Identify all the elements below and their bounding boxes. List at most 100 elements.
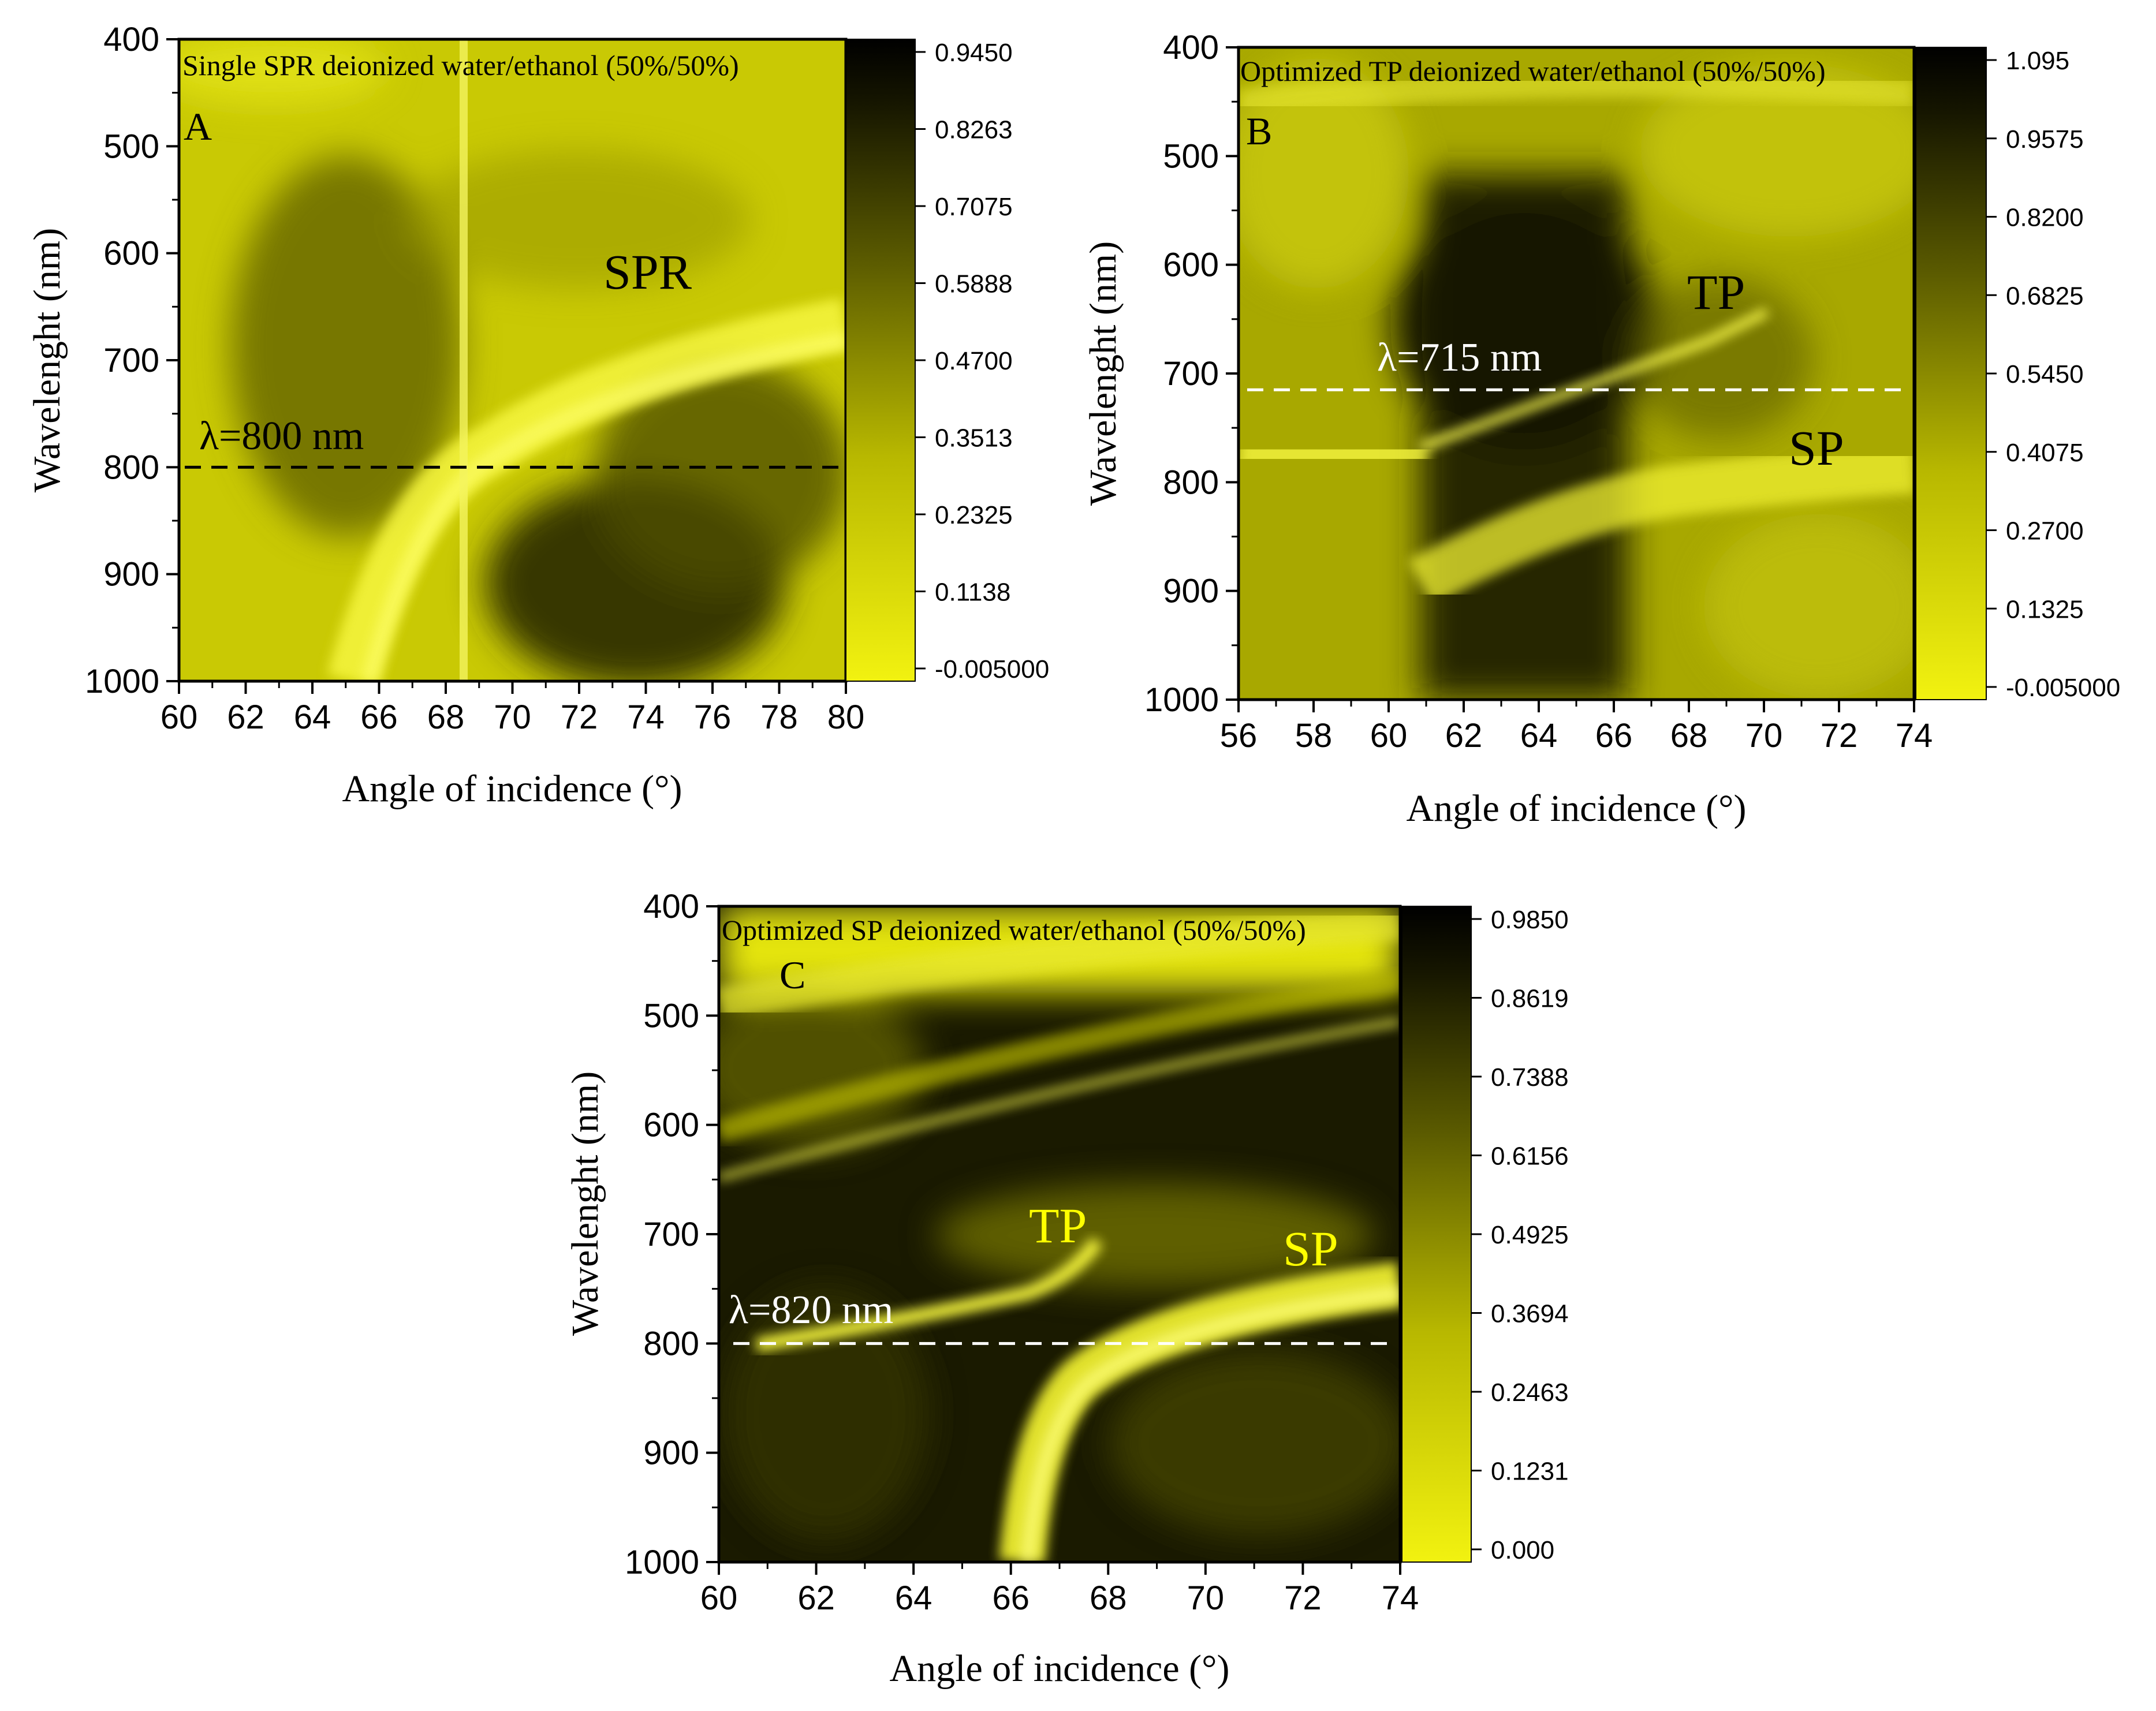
panel-b: Optimized TP deionized water/ethanol (50… <box>1082 29 2120 830</box>
panel-a-colorbar-tick-label: 0.5888 <box>935 270 1013 298</box>
panel-a-y-tick-label: 500 <box>103 128 159 165</box>
panel-a-y-tick-label: 900 <box>103 556 159 593</box>
panel-b-y-tick-label: 400 <box>1163 29 1219 66</box>
panel-a-x-tick-label: 70 <box>494 698 531 736</box>
panel-b-y-tick-label: 1000 <box>1144 681 1219 719</box>
panel-a-x-tick-label: 72 <box>561 698 598 736</box>
panel-c-y-tick-label: 500 <box>643 997 699 1034</box>
panel-b-colorbar-tick-label: 0.2700 <box>2006 517 2084 546</box>
panel-c-y-tick-label: 900 <box>643 1434 699 1472</box>
panel-c-colorbar-tick-label: 0.1231 <box>1491 1458 1569 1486</box>
panel-b-colorbar-tick-label: 0.1325 <box>2006 595 2084 623</box>
panel-c-x-tick-label: 66 <box>992 1579 1029 1617</box>
panel-b-y-tick-label: 900 <box>1163 573 1219 610</box>
panel-a-annotation-spr: SPR <box>603 244 692 300</box>
panel-c-colorbar-tick-label: 0.000 <box>1491 1536 1554 1564</box>
panel-a-x-tick-label: 60 <box>161 698 198 736</box>
panel-a-colorbar <box>845 39 916 682</box>
panel-b-x-tick-label: 70 <box>1745 717 1783 754</box>
panel-c-tp-band <box>755 1237 1103 1352</box>
panel-b-annotation-sp: SP <box>1789 420 1844 476</box>
panel-b-x-tick-label: 64 <box>1520 717 1558 754</box>
panel-b-colorbar-tick-label: 0.9575 <box>2006 125 2084 154</box>
panel-a-y-tick-label: 700 <box>103 342 159 379</box>
panel-b-y-tick-label: 500 <box>1163 137 1219 175</box>
panel-b-y-tick-label: 600 <box>1163 246 1219 284</box>
panel-c-x-tick-label: 72 <box>1284 1579 1322 1617</box>
panel-a-x-tick-label: 78 <box>760 698 798 736</box>
panel-a-y-tick-label: 600 <box>103 235 159 272</box>
panel-c-title: Optimized SP deionized water/ethanol (50… <box>722 914 1306 946</box>
panel-b-colorbar-tick-label: 0.6825 <box>2006 282 2084 310</box>
panel-a-ylabel: Wavelenght (nm) <box>26 228 68 492</box>
panel-a-y-tick-label: 800 <box>103 449 159 486</box>
panel-a: Single SPR deionized water/ethanol (50%/… <box>26 21 1049 810</box>
panel-b-ylabel: Wavelenght (nm) <box>1082 241 1124 506</box>
panel-c-colorbar-tick-label: 0.4925 <box>1491 1221 1569 1249</box>
panel-a-x-tick-label: 64 <box>294 698 331 736</box>
panel-a-colorbar-tick-label: 0.2325 <box>935 501 1013 529</box>
panel-b-x-tick-label: 66 <box>1595 717 1633 754</box>
panel-b-colorbar-tick-label: 0.5450 <box>2006 360 2084 388</box>
panel-b-sp-band <box>1408 442 1914 606</box>
panel-a-colorbar-tick-label: -0.005000 <box>935 655 1049 683</box>
panel-b-colorbar-tick-label: -0.005000 <box>2006 674 2120 702</box>
panel-a-xlabel: Angle of incidence (°) <box>342 768 682 810</box>
panel-c-y-tick-label: 800 <box>643 1325 699 1362</box>
panel-a-annotation-lambda: λ=800 nm <box>199 414 364 458</box>
panel-c-y-tick-label: 700 <box>643 1216 699 1253</box>
panel-b-annotation-lambda: λ=715 nm <box>1377 335 1542 380</box>
panel-a-colorbar-tick-label: 0.9450 <box>935 39 1013 67</box>
panel-b-x-tick-label: 68 <box>1670 717 1708 754</box>
panel-c-heatmap <box>719 906 1400 1562</box>
panel-b-x-tick-label: 56 <box>1220 717 1258 754</box>
panel-b-annotation-tp: TP <box>1687 264 1745 320</box>
panel-c-x-tick-label: 74 <box>1382 1579 1419 1617</box>
panel-c-colorbar-tick-label: 0.8619 <box>1491 985 1569 1013</box>
panel-b-title: Optimized TP deionized water/ethanol (50… <box>1240 55 1826 87</box>
panel-b-x-tick-label: 58 <box>1295 717 1333 754</box>
panel-b-colorbar-tick-label: 0.8200 <box>2006 204 2084 232</box>
panel-b-heatmap <box>1239 47 1914 700</box>
panel-c-colorbar-tick-label: 0.2463 <box>1491 1378 1569 1407</box>
panel-a-colorbar-tick-label: 0.3513 <box>935 424 1013 453</box>
panel-b-colorbar <box>1915 47 1987 700</box>
panel-b-x-tick-label: 74 <box>1896 717 1933 754</box>
panel-a-title: Single SPR deionized water/ethanol (50%/… <box>182 49 739 81</box>
panel-c-annotation-sp: SP <box>1283 1221 1338 1276</box>
panel-b-x-tick-label: 62 <box>1445 717 1483 754</box>
panel-c-x-tick-label: 60 <box>700 1579 738 1617</box>
panel-c-x-tick-label: 64 <box>895 1579 932 1617</box>
panel-c-x-tick-label: 68 <box>1090 1579 1127 1617</box>
panel-c-xlabel: Angle of incidence (°) <box>890 1648 1230 1690</box>
panel-b-colorbar-tick-label: 0.4075 <box>2006 439 2084 467</box>
panel-c-colorbar-tick-label: 0.7388 <box>1491 1063 1569 1092</box>
panel-c-annotation-tp: TP <box>1029 1198 1087 1253</box>
panel-c-y-tick-label: 400 <box>643 888 699 925</box>
panel-b-x-tick-label: 72 <box>1821 717 1858 754</box>
panel-a-x-tick-label: 74 <box>627 698 665 736</box>
panel-a-x-tick-label: 76 <box>694 698 732 736</box>
panel-a-x-tick-label: 68 <box>427 698 465 736</box>
panel-c-colorbar <box>1401 906 1472 1563</box>
panel-a-y-tick-label: 1000 <box>85 663 159 700</box>
panel-c-x-tick-label: 70 <box>1187 1579 1225 1617</box>
panel-a-colorbar-tick-label: 0.1138 <box>935 578 1010 607</box>
panel-c: Optimized SP deionized water/ethanol (50… <box>564 888 1569 1690</box>
panel-c-colorbar-tick-label: 0.9850 <box>1491 906 1569 934</box>
panel-a-letter: A <box>184 104 212 148</box>
panel-a-colorbar-tick-label: 0.7075 <box>935 193 1013 221</box>
panel-c-annotation-lambda: λ=820 nm <box>729 1288 893 1332</box>
panel-b-letter: B <box>1246 109 1272 153</box>
panel-c-colorbar-tick-label: 0.3694 <box>1491 1300 1569 1328</box>
panel-a-heatmap <box>179 39 846 681</box>
panel-b-y-tick-label: 700 <box>1163 355 1219 393</box>
panel-c-ylabel: Wavelenght (nm) <box>564 1071 606 1336</box>
panel-a-x-tick-label: 66 <box>360 698 398 736</box>
panel-a-colorbar-tick-label: 0.8263 <box>935 116 1013 144</box>
panel-a-x-tick-label: 62 <box>227 698 264 736</box>
panel-b-xlabel: Angle of incidence (°) <box>1407 787 1747 830</box>
panel-c-y-tick-label: 600 <box>643 1107 699 1144</box>
panel-b-y-tick-label: 800 <box>1163 464 1219 501</box>
